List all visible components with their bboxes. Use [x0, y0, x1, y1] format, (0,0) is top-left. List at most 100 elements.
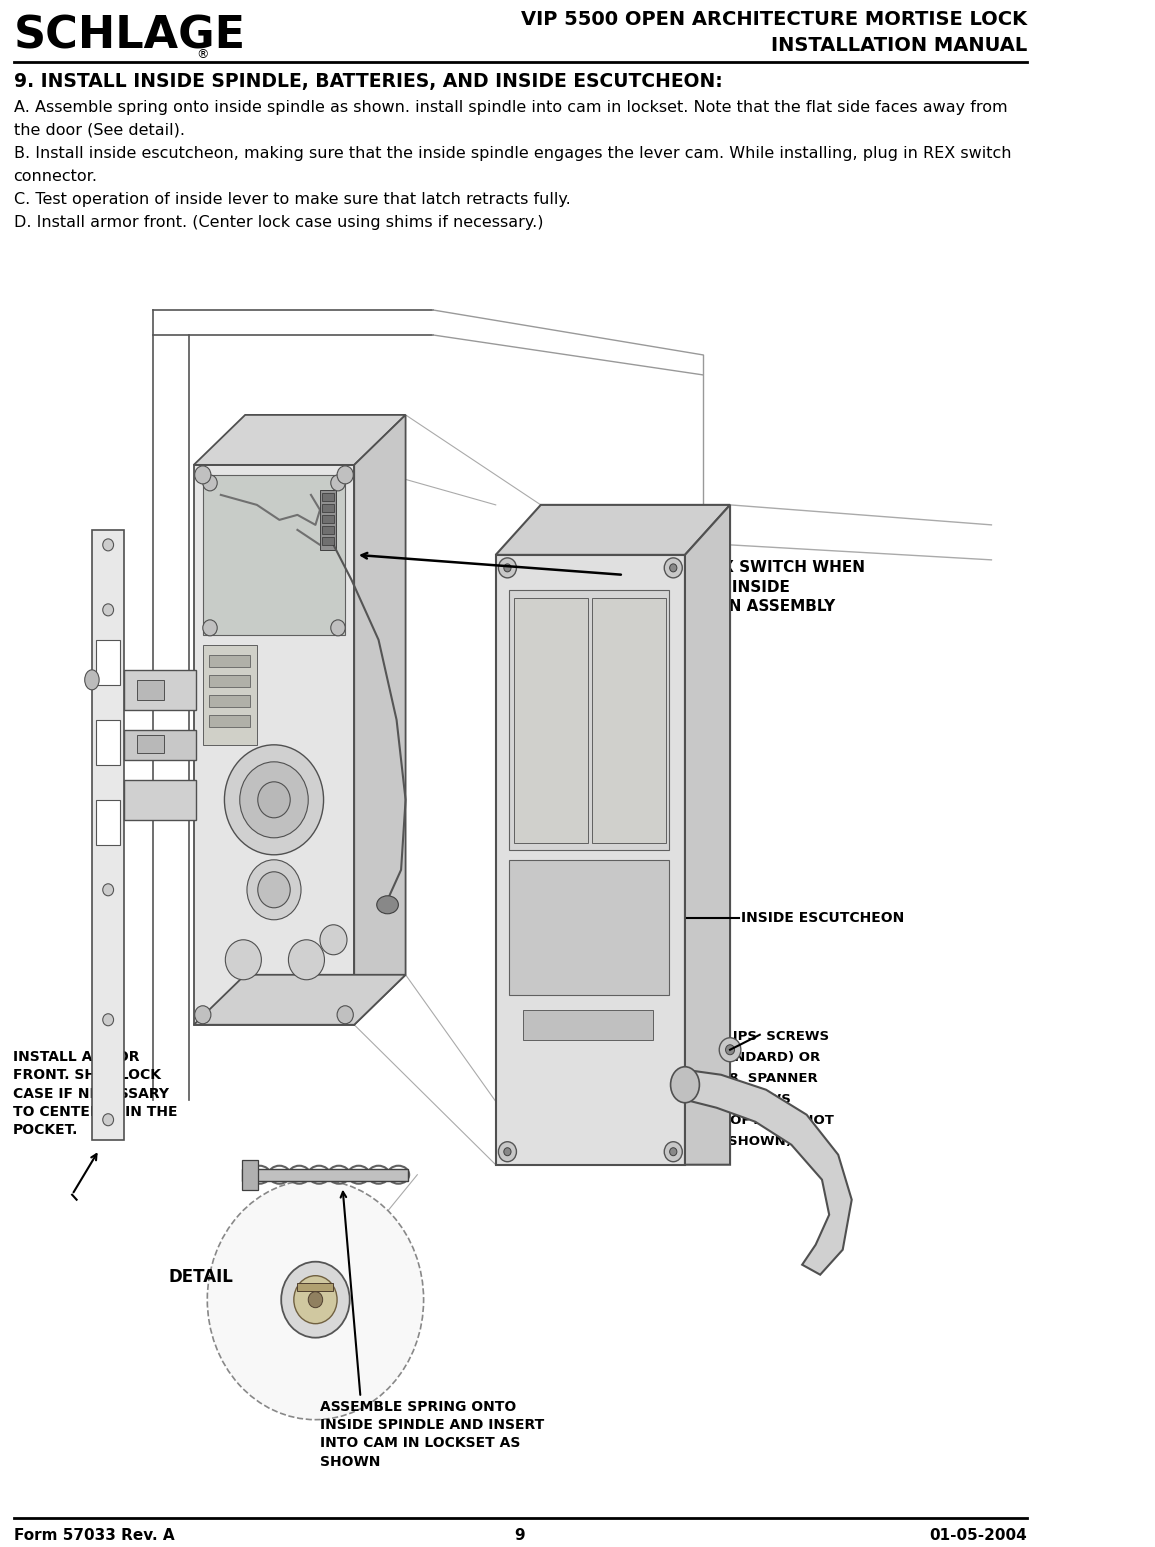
Text: the door (See detail).: the door (See detail). [14, 122, 185, 138]
Bar [495, 555, 685, 1165]
Bar [209, 715, 249, 727]
Text: ASSEMBLE SPRING ONTO
INSIDE SPINDLE AND INSERT
INTO CAM IN LOCKSET AS
SHOWN: ASSEMBLE SPRING ONTO INSIDE SPINDLE AND … [320, 1400, 544, 1468]
Polygon shape [685, 1069, 851, 1275]
Ellipse shape [103, 1013, 113, 1026]
Ellipse shape [258, 781, 290, 818]
Polygon shape [194, 975, 405, 1024]
Ellipse shape [664, 1142, 683, 1162]
Text: SCHLAGE: SCHLAGE [14, 15, 246, 57]
Text: PHILLIPS  SCREWS: PHILLIPS SCREWS [691, 1030, 829, 1043]
Text: SHOWN): SHOWN) [728, 1135, 791, 1148]
Ellipse shape [84, 670, 99, 690]
Ellipse shape [337, 466, 353, 484]
Text: SCREWS: SCREWS [729, 1092, 791, 1106]
Bar [509, 589, 669, 849]
Ellipse shape [330, 620, 345, 636]
Text: (HSS  OPTION - NOT: (HSS OPTION - NOT [685, 1114, 834, 1126]
Ellipse shape [725, 1044, 735, 1055]
Bar [125, 730, 196, 760]
Ellipse shape [377, 896, 398, 914]
Bar [322, 493, 335, 501]
Ellipse shape [320, 925, 346, 954]
Text: 9. INSTALL INSIDE SPINDLE, BATTERIES, AND INSIDE ESCUTCHEON:: 9. INSTALL INSIDE SPINDLE, BATTERIES, AN… [14, 73, 722, 91]
Ellipse shape [664, 558, 683, 579]
Bar [593, 597, 666, 843]
Text: connector.: connector. [14, 169, 97, 184]
Bar [125, 780, 196, 820]
Ellipse shape [103, 603, 113, 616]
Bar [96, 719, 120, 764]
Ellipse shape [337, 1006, 353, 1024]
Ellipse shape [293, 1276, 337, 1324]
Ellipse shape [670, 1148, 677, 1156]
Text: C. Test operation of inside lever to make sure that latch retracts fully.: C. Test operation of inside lever to mak… [14, 192, 571, 207]
Text: NO.8  SPANNER: NO.8 SPANNER [702, 1072, 818, 1084]
Bar [209, 654, 249, 667]
Ellipse shape [720, 1038, 740, 1061]
Bar [523, 1010, 654, 1040]
Text: (STANDARD) OR: (STANDARD) OR [700, 1050, 820, 1064]
Bar [125, 670, 196, 710]
Bar [320, 490, 336, 549]
Text: INSIDE ESCUTCHEON: INSIDE ESCUTCHEON [740, 911, 904, 925]
Bar [241, 1160, 258, 1190]
Bar [209, 695, 249, 707]
Ellipse shape [240, 761, 308, 838]
Ellipse shape [103, 883, 113, 896]
Bar [92, 531, 125, 1140]
Ellipse shape [504, 563, 511, 572]
Text: A. Assemble spring onto inside spindle as shown. install spindle into cam in loc: A. Assemble spring onto inside spindle a… [14, 101, 1007, 114]
Ellipse shape [203, 620, 217, 636]
Bar [203, 645, 256, 744]
Ellipse shape [258, 873, 290, 908]
Bar [137, 735, 164, 753]
Circle shape [207, 1180, 424, 1420]
Ellipse shape [499, 1142, 516, 1162]
Polygon shape [495, 504, 730, 555]
Ellipse shape [103, 538, 113, 551]
Bar [209, 674, 249, 687]
Ellipse shape [671, 1067, 700, 1103]
Polygon shape [298, 1282, 334, 1290]
Bar [194, 466, 355, 1024]
Ellipse shape [330, 475, 345, 490]
Text: D. Install armor front. (Center lock case using shims if necessary.): D. Install armor front. (Center lock cas… [14, 215, 543, 231]
Ellipse shape [670, 563, 677, 572]
Ellipse shape [195, 466, 211, 484]
Ellipse shape [195, 1006, 211, 1024]
Polygon shape [355, 415, 405, 1024]
Ellipse shape [281, 1262, 350, 1338]
Bar [241, 1168, 408, 1180]
Polygon shape [685, 504, 730, 1165]
Ellipse shape [504, 1148, 511, 1156]
Ellipse shape [308, 1292, 322, 1307]
Bar [509, 860, 669, 995]
Ellipse shape [499, 558, 516, 579]
Ellipse shape [225, 939, 261, 979]
Text: 01-05-2004: 01-05-2004 [930, 1527, 1028, 1542]
Bar [322, 504, 335, 512]
Text: B. Install inside escutcheon, making sure that the inside spindle engages the le: B. Install inside escutcheon, making sur… [14, 145, 1011, 161]
Polygon shape [194, 415, 405, 466]
Ellipse shape [224, 744, 323, 855]
Bar [137, 679, 164, 699]
Bar [96, 800, 120, 845]
Text: INSTALL ARMOR
FRONT. SHIM LOCK
CASE IF NECESSARY
TO CENTER IT IN THE
POCKET.: INSTALL ARMOR FRONT. SHIM LOCK CASE IF N… [13, 1050, 177, 1137]
Text: ®: ® [196, 48, 209, 60]
Ellipse shape [203, 475, 217, 490]
Text: DETAIL: DETAIL [169, 1267, 233, 1286]
Ellipse shape [289, 939, 325, 979]
Bar [322, 537, 335, 545]
Text: VIP 5500 OPEN ARCHITECTURE MORTISE LOCK: VIP 5500 OPEN ARCHITECTURE MORTISE LOCK [521, 9, 1028, 29]
Text: PLUG IN REX SWITCH WHEN
INSTALLING INSIDE
ESCUTCHEON ASSEMBLY: PLUG IN REX SWITCH WHEN INSTALLING INSID… [626, 560, 865, 614]
Ellipse shape [103, 744, 113, 756]
Text: 9: 9 [515, 1527, 526, 1542]
Bar [514, 597, 588, 843]
Ellipse shape [103, 1114, 113, 1126]
Text: SCHLAGE: SCHLAGE [102, 600, 107, 623]
Bar [322, 526, 335, 534]
Bar [96, 640, 120, 685]
Ellipse shape [247, 860, 301, 920]
Bar [322, 515, 335, 523]
Text: INSTALLATION MANUAL: INSTALLATION MANUAL [772, 36, 1028, 56]
